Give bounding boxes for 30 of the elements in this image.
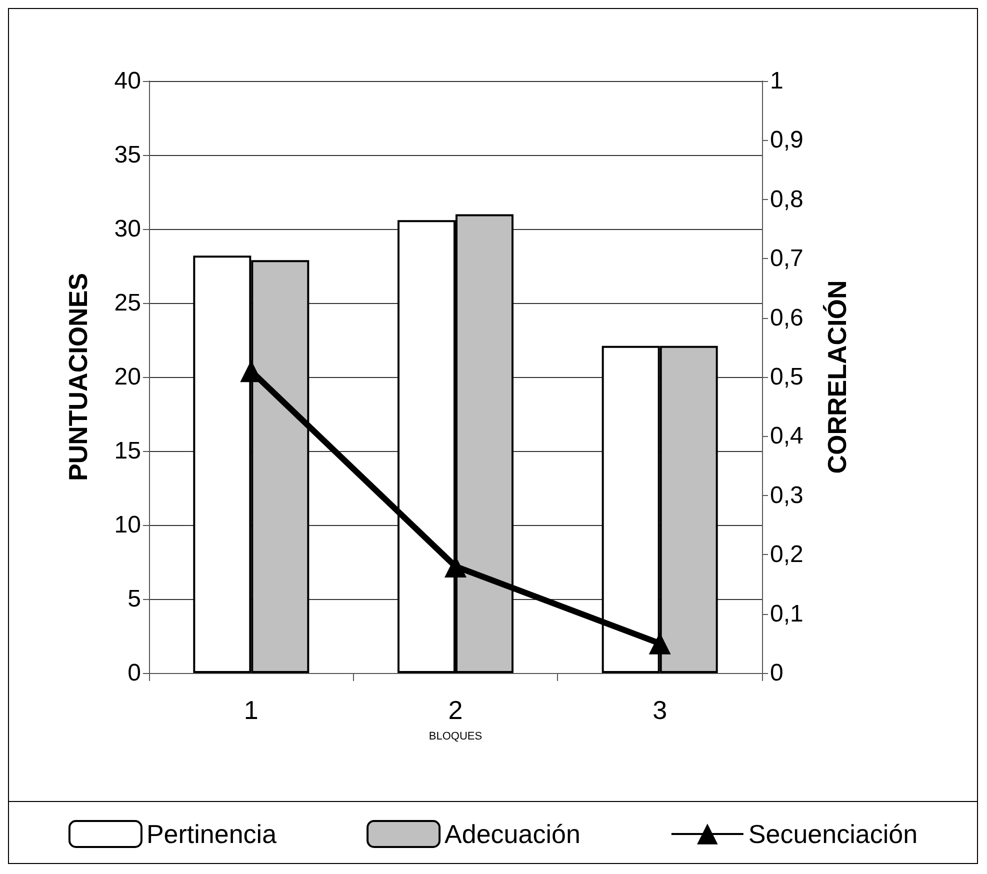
y2-tick-label: 0,6 bbox=[770, 304, 804, 332]
y2-tick-label: 1 bbox=[770, 68, 784, 94]
legend-label: Secuenciación bbox=[748, 819, 918, 849]
y-axis-title: PUNTUACIONES bbox=[63, 272, 93, 482]
y-tick-label: 10 bbox=[114, 512, 141, 538]
legend-label: Pertinencia bbox=[146, 819, 278, 849]
x-tick-label: 1 bbox=[244, 695, 258, 725]
y-tick-label: 25 bbox=[114, 290, 141, 316]
y-tick-label: 20 bbox=[114, 364, 141, 390]
y-tick-label: 5 bbox=[128, 586, 141, 612]
y-tick-label: 15 bbox=[114, 438, 141, 464]
point bbox=[648, 632, 671, 654]
y2-tick-label: 0,4 bbox=[770, 422, 804, 450]
y2-axis-title: CORRELACIÓN bbox=[822, 280, 852, 474]
y-tick-label: 0 bbox=[128, 660, 141, 686]
legend-label: Adecuación bbox=[444, 819, 580, 849]
y2-tick-label: 0,3 bbox=[770, 482, 804, 509]
x-tick-label: 2 bbox=[448, 695, 463, 725]
x-axis-title: BLOQUES bbox=[428, 730, 482, 742]
y2-tick-label: 0,9 bbox=[770, 126, 804, 154]
y-tick-label: 40 bbox=[114, 68, 141, 94]
x-tick-label: 3 bbox=[652, 695, 668, 725]
y2-tick-label: 0,8 bbox=[770, 186, 804, 213]
y-tick-label: 30 bbox=[114, 216, 141, 242]
y2-tick-label: 0 bbox=[770, 660, 784, 686]
y2-tick-label: 0,5 bbox=[770, 364, 804, 390]
y-tick-label: 35 bbox=[114, 142, 141, 168]
y2-tick-label: 0,7 bbox=[770, 245, 804, 272]
y2-tick-label: 0,2 bbox=[770, 541, 804, 568]
y2-tick-label: 0,1 bbox=[770, 600, 804, 628]
